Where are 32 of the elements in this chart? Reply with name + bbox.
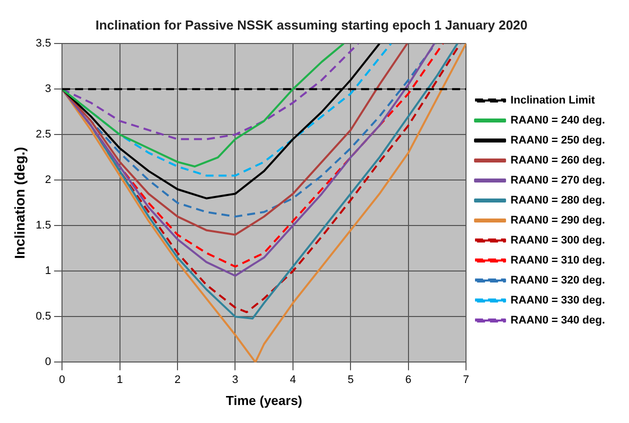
y-tick-label: 2	[44, 174, 52, 186]
legend-label: RAAN0 = 280 deg.	[510, 194, 605, 207]
legend-label: RAAN0 = 250 deg.	[510, 134, 605, 147]
x-tick-label: 2	[174, 374, 181, 386]
y-tick-label: 0.5	[36, 310, 52, 323]
y-tick-label: 3	[44, 83, 52, 96]
y-tick-label: 0	[44, 356, 52, 368]
y-axis-title: Inclination (deg.)	[11, 146, 28, 259]
line-series	[62, 44, 360, 140]
y-tick-label: 2.5	[36, 128, 52, 141]
legend-label: RAAN0 = 270 deg.	[510, 174, 605, 187]
legend-label: RAAN0 = 290 deg.	[510, 214, 605, 227]
y-tick-label: 1	[44, 265, 52, 278]
x-tick-label: 7	[462, 374, 470, 386]
y-tick-label: 1.5	[36, 220, 52, 232]
legend-label: RAAN0 = 240 deg.	[510, 114, 605, 127]
chart-title: Inclination for Passive NSSK assuming starting epoch 1 January 2020	[95, 17, 528, 32]
x-tick-label: 4	[290, 374, 296, 386]
x-tick-label: 3	[232, 374, 238, 386]
x-axis-title: Time (years)	[226, 392, 302, 408]
x-tick-label: 0	[59, 374, 66, 386]
legend-label: Inclination Limit	[510, 94, 596, 107]
legend-label: RAAN0 = 330 deg.	[510, 294, 605, 307]
y-tick-label: 3.5	[36, 38, 52, 50]
legend-label: RAAN0 = 310 deg.	[510, 254, 605, 267]
x-tick-label: 6	[405, 374, 412, 386]
x-tick-label: 1	[116, 374, 123, 386]
legend-label: RAAN0 = 260 deg.	[510, 154, 605, 167]
legend-label: RAAN0 = 340 deg.	[510, 314, 605, 327]
x-tick-label: 5	[348, 374, 354, 386]
legend-label: RAAN0 = 320 deg.	[510, 274, 605, 287]
legend-label: RAAN0 = 300 deg.	[510, 234, 605, 247]
